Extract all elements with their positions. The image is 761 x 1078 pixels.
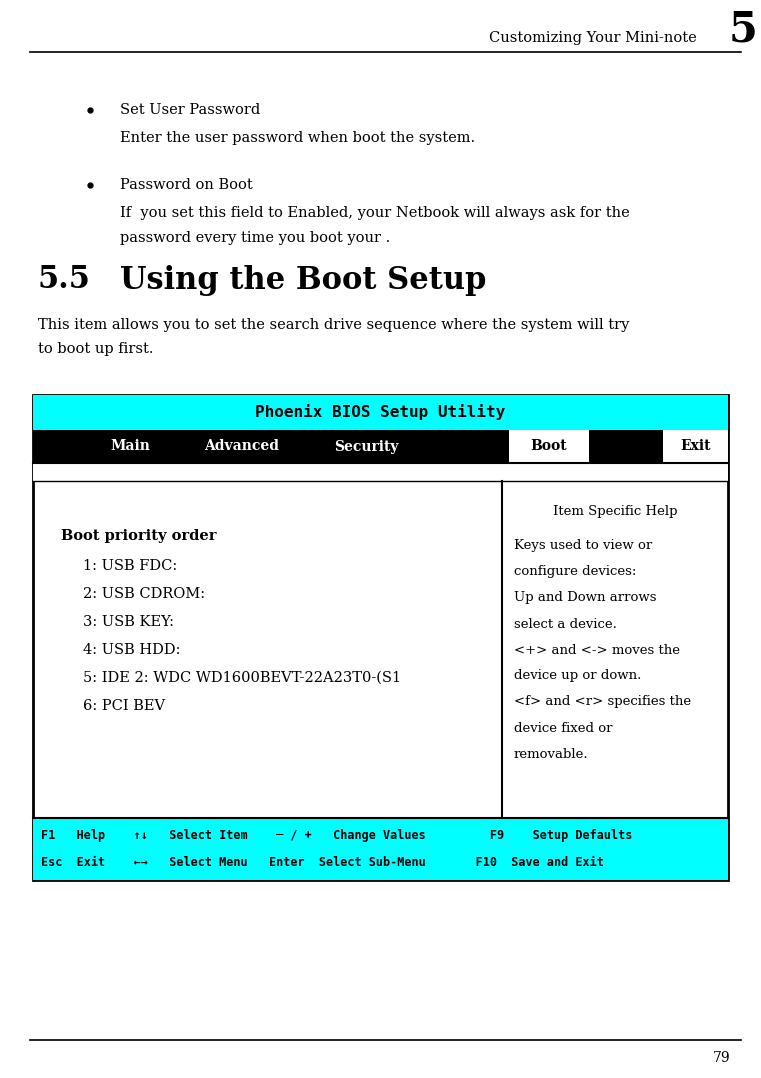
Text: 6: PCI BEV: 6: PCI BEV xyxy=(83,699,165,713)
Text: <f> and <r> specifies the: <f> and <r> specifies the xyxy=(514,695,691,708)
Text: device up or down.: device up or down. xyxy=(514,669,642,682)
Text: Password on Boot: Password on Boot xyxy=(120,178,253,192)
Text: 5.5: 5.5 xyxy=(38,264,91,295)
Text: 4: USB HDD:: 4: USB HDD: xyxy=(83,642,180,657)
Text: password every time you boot your .: password every time you boot your . xyxy=(120,231,390,245)
Text: 1: USB FDC:: 1: USB FDC: xyxy=(83,559,177,573)
Bar xyxy=(663,430,728,462)
Text: Set User Password: Set User Password xyxy=(120,103,260,118)
Text: 3: USB KEY:: 3: USB KEY: xyxy=(83,616,174,628)
Text: Customizing Your Mini-note: Customizing Your Mini-note xyxy=(489,31,701,45)
Text: Esc  Exit    ←→   Select Menu   Enter  Select Sub-Menu       F10  Save and Exit: Esc Exit ←→ Select Menu Enter Select Sub… xyxy=(41,856,604,869)
Text: Using the Boot Setup: Using the Boot Setup xyxy=(120,264,486,295)
Text: If  you set this field to Enabled, your Netbook will always ask for the: If you set this field to Enabled, your N… xyxy=(120,206,630,220)
Text: Item Specific Help: Item Specific Help xyxy=(552,505,677,517)
Text: Main: Main xyxy=(110,440,150,454)
Text: removable.: removable. xyxy=(514,747,588,760)
Text: <+> and <-> moves the: <+> and <-> moves the xyxy=(514,644,680,657)
Text: Advanced: Advanced xyxy=(204,440,279,454)
Text: Keys used to view or: Keys used to view or xyxy=(514,539,652,553)
Text: 2: USB CDROM:: 2: USB CDROM: xyxy=(83,588,205,602)
Text: Boot: Boot xyxy=(530,440,568,454)
Bar xyxy=(33,462,728,481)
Text: Security: Security xyxy=(334,440,399,454)
Text: device fixed or: device fixed or xyxy=(514,721,613,734)
Bar xyxy=(33,430,728,462)
Text: Boot priority order: Boot priority order xyxy=(61,529,216,543)
Bar xyxy=(33,395,728,430)
Text: 5: IDE 2: WDC WD1600BEVT-22A23T0-(S1: 5: IDE 2: WDC WD1600BEVT-22A23T0-(S1 xyxy=(83,671,401,685)
Bar xyxy=(33,818,728,880)
Text: Exit: Exit xyxy=(680,440,711,454)
Text: configure devices:: configure devices: xyxy=(514,566,636,579)
Text: select a device.: select a device. xyxy=(514,618,617,631)
Text: F1   Help    ↑↓   Select Item    ─ / +   Change Values         F9    Setup Defau: F1 Help ↑↓ Select Item ─ / + Change Valu… xyxy=(41,829,632,843)
Bar xyxy=(509,430,589,462)
Text: 79: 79 xyxy=(713,1051,731,1065)
Text: Enter the user password when boot the system.: Enter the user password when boot the sy… xyxy=(120,132,475,146)
Text: 5: 5 xyxy=(728,9,757,51)
Bar xyxy=(33,395,728,880)
Text: to boot up first.: to boot up first. xyxy=(38,342,154,356)
Text: Up and Down arrows: Up and Down arrows xyxy=(514,592,657,605)
Text: Phoenix BIOS Setup Utility: Phoenix BIOS Setup Utility xyxy=(256,404,505,420)
Text: This item allows you to set the search drive sequence where the system will try: This item allows you to set the search d… xyxy=(38,318,629,332)
